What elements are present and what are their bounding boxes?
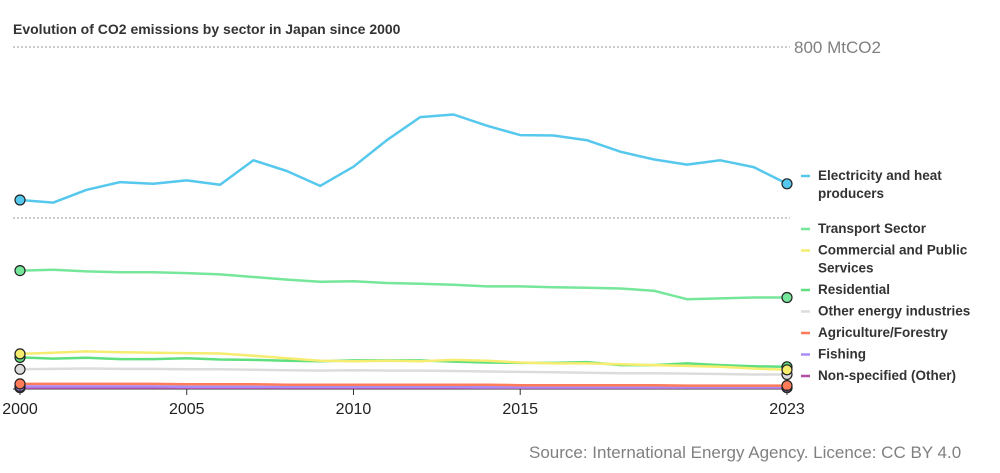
- x-tick-label-2005: 2005: [169, 401, 205, 418]
- series-line-other-energy-industries: [18, 367, 789, 376]
- series-line-commercial-and-public-services: [18, 350, 789, 372]
- series-line-electricity-and-heat-producers: [18, 113, 789, 204]
- series-point-transport-sector-end: [781, 291, 793, 304]
- series-line-fishing: [18, 385, 789, 389]
- x-tick-label-2023: 2023: [769, 401, 805, 418]
- series-point-commercial-and-public-services-end: [781, 364, 793, 376]
- legend-label-electricity-and-heat-producers: Electricity and heat producers: [818, 168, 942, 201]
- legend-label-agriculture-forestry: Agriculture/Forestry: [818, 325, 948, 340]
- legend-label-residential: Residential: [818, 282, 890, 297]
- series-point-other-energy-industries-start: [14, 363, 26, 375]
- series-point-agriculture-forestry-start: [14, 378, 26, 390]
- x-tick-label-2000: 2000: [2, 401, 38, 418]
- legend-label-other-energy-industries: Other energy industries: [818, 304, 970, 319]
- series-point-electricity-and-heat-producers-start: [14, 194, 26, 206]
- series-point-commercial-and-public-services-start: [14, 348, 26, 360]
- x-tick-label-2015: 2015: [502, 401, 538, 418]
- y-max-label: 800 MtCO2: [794, 38, 881, 57]
- series-layer: [14, 113, 793, 394]
- legend: Electricity and heat producers Transport S…: [801, 168, 970, 383]
- legend-label-commercial-and-public-services: Commercial and Public Services: [818, 243, 968, 276]
- x-ticks: 2000 2005 2010 2015 2023: [2, 389, 805, 418]
- series-line-agriculture-forestry: [18, 382, 789, 387]
- series-line-transport-sector: [18, 268, 789, 301]
- series-point-electricity-and-heat-producers-end: [781, 178, 793, 190]
- legend-label-non-specified-other: Non-specified (Other): [818, 368, 956, 383]
- x-tick-label-2010: 2010: [336, 401, 372, 418]
- series-point-transport-sector-start: [14, 265, 26, 277]
- chart-title: Evolution of CO2 emissions by sector in …: [13, 21, 401, 37]
- legend-label-transport-sector: Transport Sector: [818, 221, 927, 236]
- source-note: Source: International Energy Agency. Lic…: [529, 443, 962, 462]
- legend-label-fishing: Fishing: [818, 347, 866, 362]
